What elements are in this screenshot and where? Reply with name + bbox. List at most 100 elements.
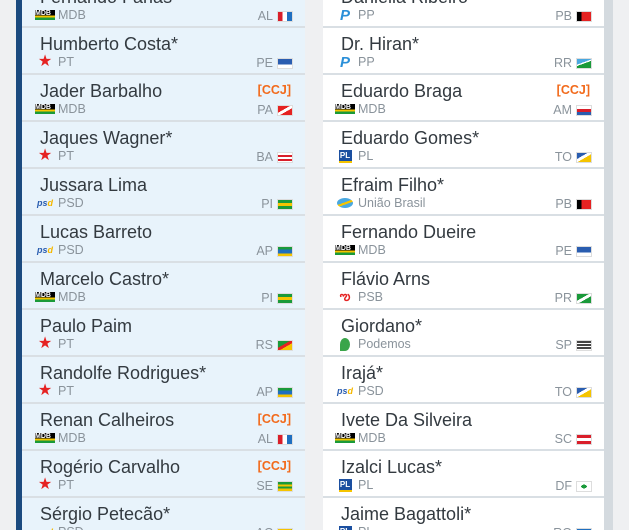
committee-badge: [CCJ] [556, 83, 590, 97]
senator-row[interactable]: Giordano* Podemos SP [323, 310, 604, 357]
party-label: MDB [58, 290, 86, 304]
party-label: PP [358, 55, 375, 69]
senator-row[interactable]: Jussara Lima psd PSD PI [22, 169, 305, 216]
senator-row[interactable]: Efraim Filho* União Brasil PB [323, 169, 604, 216]
senator-row[interactable]: Fernando Dueire MDB MDB PE [323, 216, 604, 263]
senator-row[interactable]: Flávio Arns ఌ PSB PR [323, 263, 604, 310]
party-info: psd PSD [35, 196, 84, 210]
state-flag-icon [277, 433, 293, 445]
party-info: ★ PT [35, 147, 74, 164]
state-code: DF [555, 479, 572, 493]
committee-badge: [CCJ] [257, 412, 291, 426]
party-logo-icon: PL [335, 478, 355, 492]
party-logo-icon: ★ [37, 335, 53, 352]
senator-name: Ivete Da Silveira [341, 410, 473, 430]
state-info: SC [555, 432, 592, 446]
state-info: SP [555, 338, 592, 352]
state-flag-icon [576, 386, 592, 398]
party-info: psd PSD [335, 384, 384, 398]
senator-row[interactable]: Eduardo Braga [CCJ] MDB MDB AM [323, 75, 604, 122]
party-label: PSD [58, 243, 84, 257]
senator-name: Sérgio Petecão* [40, 504, 171, 524]
committee-badge: [CCJ] [257, 459, 291, 473]
senator-row[interactable]: Jaques Wagner* ★ PT BA [22, 122, 305, 169]
senator-name: Eduardo Gomes* [341, 128, 480, 148]
senator-row[interactable]: Randolfe Rodrigues* ★ PT AP [22, 357, 305, 404]
party-info: MDB MDB [335, 431, 386, 445]
party-info: Podemos [335, 337, 411, 351]
state-code: BA [256, 150, 273, 164]
party-logo-icon: P [339, 6, 350, 24]
scrollbar[interactable] [604, 0, 613, 530]
senator-row[interactable]: Rogério Carvalho [CCJ] ★ PT SE [22, 451, 305, 498]
senator-name: Eduardo Braga [341, 81, 463, 101]
state-flag-icon [277, 527, 293, 530]
party-info: psd PSD [35, 243, 84, 257]
senator-name: Rogério Carvalho [40, 457, 181, 477]
party-info: P PP [335, 54, 375, 71]
party-label: PL [358, 149, 374, 163]
state-code: RR [553, 56, 572, 70]
senator-row[interactable]: Jader Barbalho [CCJ] MDB MDB PA [22, 75, 305, 122]
state-flag-icon [277, 339, 293, 351]
state-flag-icon [277, 198, 293, 210]
senator-row[interactable]: Irajá* psd PSD TO [323, 357, 604, 404]
senator-name: Randolfe Rodrigues* [40, 363, 207, 383]
senator-row[interactable]: Ivete Da Silveira MDB MDB SC [323, 404, 604, 451]
state-code: TO [554, 150, 572, 164]
state-code: PA [257, 103, 273, 117]
senator-row[interactable]: Lucas Barreto psd PSD AP [22, 216, 305, 263]
party-info: ★ PT [35, 54, 74, 70]
senator-row[interactable]: Humberto Costa* ★ PT PE [22, 28, 305, 75]
party-label: PT [58, 478, 74, 492]
party-info: MDB MDB [35, 8, 86, 22]
senator-name: Daniella Ribeiro [341, 0, 468, 8]
senator-row[interactable]: Dr. Hiran* P PP RR [323, 28, 604, 75]
party-logo-icon: PL [335, 149, 355, 163]
senator-name: Lucas Barreto [40, 222, 153, 242]
senator-name: Humberto Costa* [40, 34, 179, 54]
party-label: PT [58, 337, 74, 351]
senator-row[interactable]: Izalci Lucas* PL PL DF [323, 451, 604, 498]
party-logo-icon: MDB [335, 243, 355, 257]
party-info: ★ PT [35, 476, 74, 493]
senator-row[interactable]: Renan Calheiros [CCJ] MDB MDB AL [22, 404, 305, 451]
state-info: AL [258, 9, 293, 23]
state-flag-icon [576, 104, 592, 116]
party-label: MDB [358, 431, 386, 445]
party-logo-icon: MDB [35, 8, 55, 22]
state-code: PB [555, 197, 572, 211]
state-info: AM [553, 103, 592, 117]
state-code: RS [255, 338, 273, 352]
party-logo-icon: ★ [37, 147, 53, 164]
state-flag-icon [576, 57, 592, 69]
senator-name: Renan Calheiros [40, 410, 175, 430]
senator-name: Jaime Bagattoli* [341, 504, 472, 524]
party-logo-icon: ★ [37, 476, 53, 493]
senator-row[interactable]: Daniella Ribeiro PPP PB [323, 0, 604, 28]
state-info: AP [256, 244, 293, 258]
state-info: TO [555, 385, 592, 399]
party-label: PL [358, 525, 373, 530]
senator-row[interactable]: Marcelo Castro* MDB MDB PI [22, 263, 305, 310]
senator-row[interactable]: Eduardo Gomes* PL PL TO [323, 122, 604, 169]
party-label: PT [58, 149, 74, 163]
state-code: AL [257, 9, 273, 23]
party-logo-icon: ★ [37, 382, 53, 399]
state-code: PI [261, 291, 273, 305]
party-info: MDB MDB [35, 102, 86, 116]
party-info: MDB MDB [335, 243, 386, 257]
state-code: AM [553, 103, 572, 117]
senator-name: Jaques Wagner* [40, 128, 173, 148]
party-logo-icon: MDB [335, 102, 355, 116]
party-logo-icon [335, 337, 355, 351]
state-code: TO [554, 385, 572, 399]
party-info: P PP [335, 6, 375, 24]
senator-row[interactable]: Paulo Paim ★ PT RS [22, 310, 305, 357]
